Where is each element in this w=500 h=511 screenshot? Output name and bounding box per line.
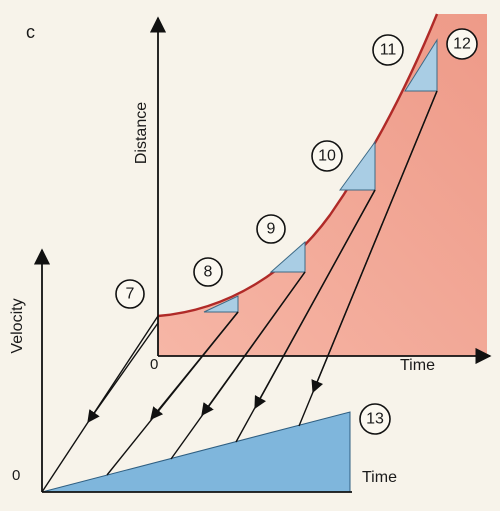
projection-arrow-7 — [87, 322, 159, 424]
panel-letter: c — [26, 22, 35, 42]
projection-arrow-11 — [311, 90, 438, 394]
marker-7: 7 — [115, 279, 145, 309]
time-label-top: Time — [400, 357, 435, 374]
marker-13: 13 — [359, 403, 391, 435]
marker-8: 8 — [193, 257, 223, 287]
velocity-label: Velocity — [9, 298, 26, 353]
marker-13-label: 13 — [366, 411, 384, 428]
distance-label: Distance — [133, 102, 150, 164]
slope-triangle-9 — [269, 240, 306, 273]
projection-arrow-9 — [201, 271, 306, 417]
zero-label-top: 0 — [150, 356, 158, 373]
projection-lines — [41, 90, 438, 493]
distance-area — [158, 14, 487, 356]
distance-curve — [157, 13, 439, 318]
marker-9: 9 — [256, 214, 286, 244]
zero-label-bottom: 0 — [12, 467, 20, 484]
marker-7-label: 7 — [126, 286, 135, 303]
time-label-bottom: Time — [362, 469, 397, 486]
marker-11: 11 — [372, 34, 404, 66]
marker-8-label: 8 — [204, 264, 213, 281]
marker-12: 12 — [446, 28, 478, 60]
projection-arrow-8 — [150, 311, 239, 420]
slope-triangle-11 — [404, 38, 438, 92]
slope-triangle-10 — [339, 140, 376, 191]
slope-triangle-8 — [203, 295, 239, 313]
projection-arrow-10 — [254, 189, 376, 410]
slope-triangles — [203, 38, 438, 313]
marker-11-label: 11 — [380, 42, 397, 59]
marker-10-label: 10 — [318, 148, 336, 165]
marker-10: 10 — [311, 140, 343, 172]
marker-12-label: 12 — [453, 36, 471, 53]
marker-9-label: 9 — [267, 221, 276, 238]
